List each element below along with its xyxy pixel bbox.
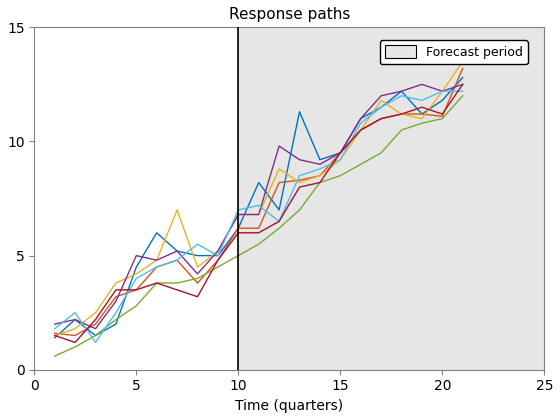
Legend: Forecast period: Forecast period bbox=[380, 40, 528, 64]
Title: Response paths: Response paths bbox=[228, 7, 350, 22]
Bar bbox=[239, 27, 544, 370]
X-axis label: Time (quarters): Time (quarters) bbox=[235, 399, 343, 413]
